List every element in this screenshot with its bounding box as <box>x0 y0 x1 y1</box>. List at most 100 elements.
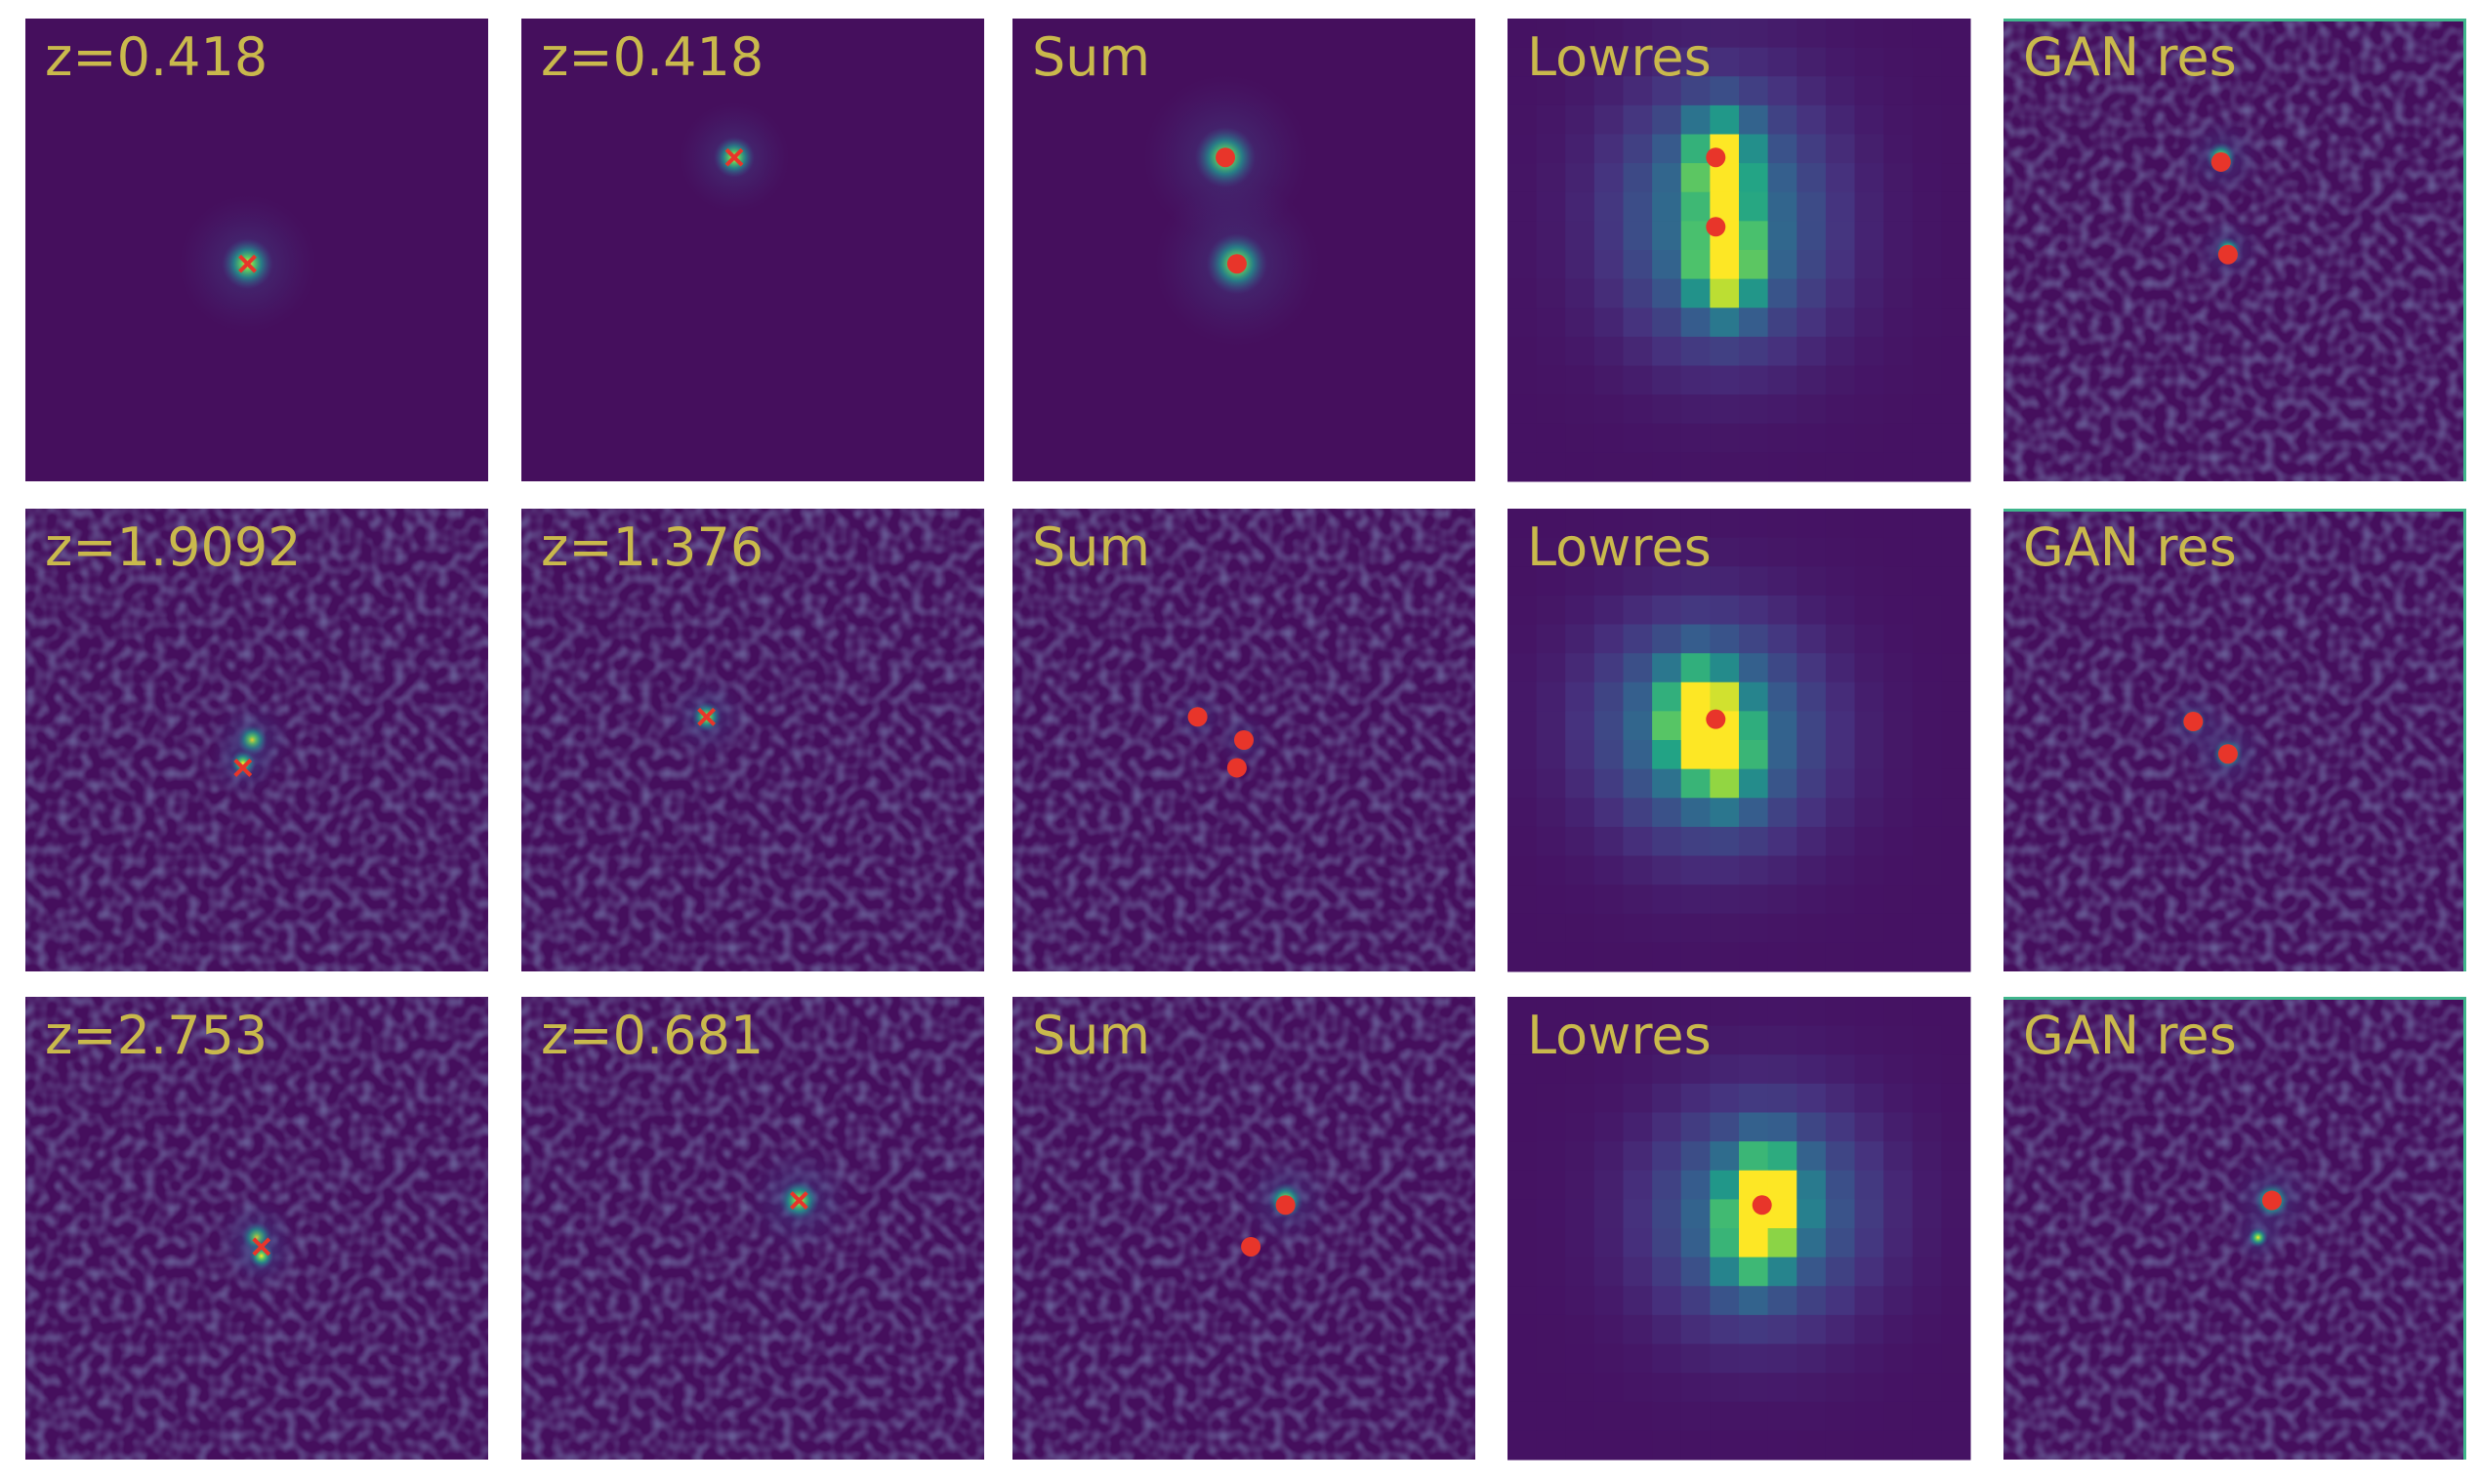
panel-label: z=1.9092 <box>45 516 302 578</box>
lowres-pixel <box>1767 336 1797 366</box>
lowres-pixel <box>1825 423 1855 453</box>
lowres-pixel <box>1680 221 1711 251</box>
lowres-pixel <box>1883 1228 1914 1258</box>
lowres-pixel <box>1883 826 1914 856</box>
lowres-pixel <box>1854 1401 1884 1431</box>
lowres-pixel <box>1652 1083 1682 1113</box>
lowres-pixel <box>1680 624 1711 654</box>
lowres-pixel <box>1623 711 1653 741</box>
lowres-pixel <box>1941 768 1971 799</box>
lowres-pixel <box>1623 163 1653 193</box>
lowres-pixel <box>1797 365 1827 395</box>
lowres-pixel <box>1710 537 1740 567</box>
lowres-pixel <box>1739 1112 1769 1142</box>
lowres-pixel <box>1767 942 1797 972</box>
lowres-pixel <box>1825 76 1855 106</box>
lowres-pixel <box>1680 1054 1711 1085</box>
lowres-pixel <box>1883 624 1914 654</box>
lowres-pixel <box>1797 423 1827 453</box>
lowres-pixel <box>1593 1025 1624 1055</box>
lowres-pixel <box>1797 855 1827 886</box>
lowres-pixel <box>1883 1112 1914 1142</box>
source-core <box>229 750 256 776</box>
lowres-pixel <box>1565 1314 1595 1344</box>
lowres-pixel <box>1710 76 1740 106</box>
lowres-pixel <box>1941 1170 1971 1200</box>
dot-marker <box>1706 217 1726 237</box>
lowres-pixel <box>1739 1373 1769 1403</box>
lowres-pixel <box>1507 1286 1538 1316</box>
lowres-pixel <box>1941 681 1971 712</box>
lowres-pixel <box>1941 163 1971 193</box>
image-panel: z=1.376 <box>521 509 984 971</box>
lowres-pixel <box>1710 1343 1740 1374</box>
lowres-pixel <box>1854 308 1884 338</box>
lowres-pixel <box>1912 1025 1942 1055</box>
lowres-pixel <box>1536 278 1566 309</box>
lowres-pixel <box>1565 1112 1595 1142</box>
lowres-pixel <box>1767 509 1797 539</box>
lowres-pixel <box>1507 855 1538 886</box>
panel-label: Lowres <box>1527 26 1712 88</box>
lowres-pixel <box>1941 595 1971 625</box>
lowres-pixel <box>1593 336 1624 366</box>
lowres-pixel <box>1565 336 1595 366</box>
lowres-pixel <box>1797 134 1827 164</box>
lowres-pixel <box>1680 1199 1711 1229</box>
lowres-pixel <box>1767 681 1797 712</box>
lowres-pixel <box>1912 221 1942 251</box>
lowres-pixel <box>1565 595 1595 625</box>
lowres-pixel <box>1941 1343 1971 1374</box>
lowres-pixel <box>1883 1373 1914 1403</box>
lowres-pixel <box>1652 942 1682 972</box>
lowres-pixel <box>1941 76 1971 106</box>
lowres-pixel <box>1593 47 1624 77</box>
lowres-pixel <box>1797 1373 1827 1403</box>
lowres-pixel <box>1710 250 1740 280</box>
lowres-pixel <box>1652 509 1682 539</box>
lowres-pixel <box>1680 1257 1711 1287</box>
lowres-pixel <box>1825 653 1855 683</box>
lowres-pixel <box>1854 76 1884 106</box>
image-panel: Lowres <box>1507 19 1971 482</box>
lowres-pixel <box>1739 365 1769 395</box>
lowres-pixel <box>1825 1401 1855 1431</box>
lowres-pixel <box>1854 1054 1884 1085</box>
lowres-pixel <box>1825 740 1855 770</box>
lowres-pixel <box>1680 452 1711 482</box>
lowres-pixel <box>1912 394 1942 425</box>
lowres-pixel <box>1739 47 1769 77</box>
lowres-pixel <box>1507 423 1538 453</box>
lowres-pixel <box>1767 221 1797 251</box>
lowres-pixel <box>1825 1112 1855 1142</box>
lowres-pixel <box>1536 509 1566 539</box>
panel-label: z=0.418 <box>541 26 764 88</box>
lowres-pixel <box>1941 134 1971 164</box>
lowres-pixel <box>1536 423 1566 453</box>
lowres-pixel <box>1883 1199 1914 1229</box>
lowres-pixel <box>1507 1257 1538 1287</box>
lowres-pixel <box>1680 104 1711 135</box>
lowres-pixel <box>1854 19 1884 49</box>
lowres-pixel <box>1565 740 1595 770</box>
lowres-pixel <box>1623 221 1653 251</box>
lowres-pixel <box>1825 336 1855 366</box>
lowres-pixel <box>1710 826 1740 856</box>
lowres-pixel <box>1854 1373 1884 1403</box>
lowres-pixel <box>1623 1112 1653 1142</box>
lowres-pixel <box>1536 1286 1566 1316</box>
lowres-pixel <box>1854 885 1884 915</box>
panel-label: GAN res <box>2023 26 2237 88</box>
lowres-pixel <box>1710 1373 1740 1403</box>
lowres-pixel <box>1680 595 1711 625</box>
lowres-pixel <box>1536 566 1566 597</box>
lowres-pixel <box>1739 624 1769 654</box>
lowres-pixel <box>1652 394 1682 425</box>
lowres-pixel <box>1739 1170 1769 1200</box>
lowres-pixel <box>1536 885 1566 915</box>
lowres-pixel <box>1883 1025 1914 1055</box>
lowres-pixel <box>1710 855 1740 886</box>
lowres-pixel <box>1941 191 1971 222</box>
lowres-pixel <box>1941 1314 1971 1344</box>
lowres-pixel <box>1854 997 1884 1027</box>
